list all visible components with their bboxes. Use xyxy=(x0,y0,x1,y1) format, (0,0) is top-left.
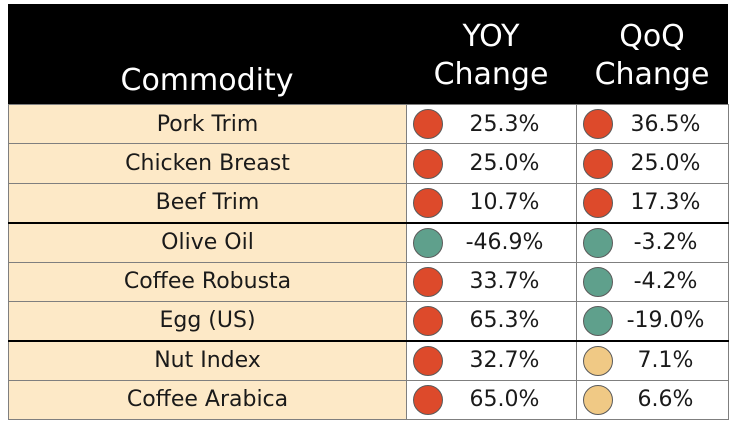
table-row: Coffee Arabica 65.0% 6.6% xyxy=(8,379,729,421)
qoq-cell: -3.2% xyxy=(576,221,729,263)
header-qoq-line2: Change xyxy=(594,57,710,92)
yoy-cell: 25.3% xyxy=(406,103,577,145)
table-row: Egg (US) 65.3% -19.0% xyxy=(8,300,729,342)
status-dot-icon xyxy=(413,345,443,376)
header-yoy-line1: YOY xyxy=(462,19,520,54)
yoy-value: 65.3% xyxy=(469,308,540,334)
status-dot-icon xyxy=(583,266,613,297)
qoq-cell: 7.1% xyxy=(576,339,729,381)
qoq-cell: -19.0% xyxy=(576,300,729,342)
yoy-value: 25.0% xyxy=(469,151,540,177)
header-commodity: Commodity xyxy=(120,63,294,98)
commodity-name: Nut Index xyxy=(8,339,407,381)
header-yoy-line2: Change xyxy=(433,57,549,92)
status-dot-icon xyxy=(413,148,443,179)
qoq-value: 6.6% xyxy=(637,387,694,413)
status-dot-icon xyxy=(583,227,613,258)
qoq-value: 17.3% xyxy=(630,190,701,216)
status-dot-icon xyxy=(583,345,613,376)
status-dot-icon xyxy=(583,384,613,415)
table-row: Olive Oil -46.9% -3.2% xyxy=(8,221,729,263)
status-dot-icon xyxy=(413,305,443,336)
qoq-cell: 36.5% xyxy=(576,103,729,145)
header-qoq-line1: QoQ xyxy=(619,19,685,54)
status-dot-icon xyxy=(413,187,443,218)
yoy-cell: 65.0% xyxy=(406,379,577,421)
yoy-cell: 10.7% xyxy=(406,182,577,224)
yoy-value: 32.7% xyxy=(469,348,540,374)
qoq-cell: 17.3% xyxy=(576,182,729,224)
status-dot-icon xyxy=(583,305,613,336)
yoy-cell: 32.7% xyxy=(406,339,577,381)
qoq-value: 36.5% xyxy=(630,111,701,137)
header-qoq-change: QoQ Change xyxy=(576,18,728,94)
status-dot-icon xyxy=(413,266,443,297)
commodity-name: Pork Trim xyxy=(8,103,407,145)
table-row: Coffee Robusta 33.7% -4.2% xyxy=(8,261,729,302)
commodity-table: Pork Trim 25.3% 36.5% Chicken Breast 25.… xyxy=(8,103,729,421)
qoq-value: 25.0% xyxy=(630,151,701,177)
yoy-cell: 65.3% xyxy=(406,300,577,342)
commodity-name: Chicken Breast xyxy=(8,143,407,184)
status-dot-icon xyxy=(413,227,443,258)
commodity-name: Egg (US) xyxy=(8,300,407,342)
yoy-value: 33.7% xyxy=(469,269,540,295)
commodity-name: Coffee Arabica xyxy=(8,379,407,421)
qoq-cell: 6.6% xyxy=(576,379,729,421)
qoq-value: -19.0% xyxy=(626,308,705,334)
yoy-cell: -46.9% xyxy=(406,221,577,263)
yoy-value: 25.3% xyxy=(469,111,540,137)
header-yoy-change: YOY Change xyxy=(406,18,576,94)
qoq-value: -3.2% xyxy=(633,230,698,256)
table-row: Beef Trim 10.7% 17.3% xyxy=(8,182,729,224)
yoy-value: -46.9% xyxy=(465,230,544,256)
yoy-value: 10.7% xyxy=(469,190,540,216)
status-dot-icon xyxy=(583,187,613,218)
status-dot-icon xyxy=(413,384,443,415)
yoy-cell: 33.7% xyxy=(406,261,577,302)
qoq-value: -4.2% xyxy=(633,269,698,295)
qoq-cell: 25.0% xyxy=(576,143,729,184)
status-dot-icon xyxy=(413,109,443,140)
table-header: Commodity YOY Change QoQ Change xyxy=(8,4,728,104)
yoy-value: 65.0% xyxy=(469,387,540,413)
table-row: Chicken Breast 25.0% 25.0% xyxy=(8,143,729,184)
commodity-name: Olive Oil xyxy=(8,221,407,263)
commodity-name: Beef Trim xyxy=(8,182,407,224)
status-dot-icon xyxy=(583,109,613,140)
status-dot-icon xyxy=(583,148,613,179)
commodity-name: Coffee Robusta xyxy=(8,261,407,302)
table-row: Nut Index 32.7% 7.1% xyxy=(8,339,729,381)
table-row: Pork Trim 25.3% 36.5% xyxy=(8,103,729,145)
yoy-cell: 25.0% xyxy=(406,143,577,184)
qoq-cell: -4.2% xyxy=(576,261,729,302)
qoq-value: 7.1% xyxy=(637,348,694,374)
